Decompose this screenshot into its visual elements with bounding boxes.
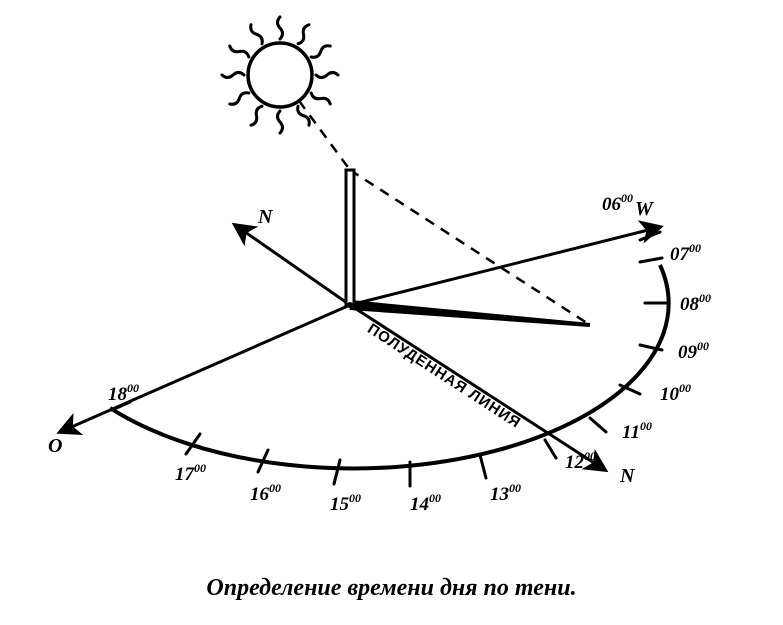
hour-label: 0700 — [670, 241, 701, 265]
axis-O — [60, 305, 350, 432]
sun-ray — [298, 25, 309, 44]
sun-ray — [251, 106, 262, 125]
axis-label-W: W — [635, 198, 654, 220]
hour-label: 0800 — [680, 291, 711, 315]
sun-ray — [311, 93, 330, 104]
hour-tick — [334, 460, 340, 484]
sun-ray — [311, 46, 330, 58]
hour-label: 1000 — [660, 381, 691, 405]
sun-ray — [222, 73, 244, 78]
gnomon-base — [347, 302, 353, 308]
hour-label: 0900 — [678, 339, 709, 363]
hour-label: 0600 — [602, 191, 633, 215]
sun-ray-to-gnomon — [299, 101, 350, 170]
axis-label-N: N — [257, 206, 274, 228]
hour-label: 1700 — [175, 461, 206, 485]
axis-label-O: O — [48, 435, 62, 457]
hour-label: 1100 — [622, 419, 652, 443]
sun-ray — [230, 46, 249, 57]
hour-tick — [590, 418, 606, 432]
sun-ray-to-shadow — [350, 170, 590, 325]
sun-disc — [248, 43, 312, 107]
hour-tick — [545, 440, 556, 458]
hour-tick — [640, 232, 660, 240]
hour-label: 1600 — [250, 481, 281, 505]
axis-W — [350, 227, 660, 305]
noon-line-label: ПОЛУДЕННАЯ ЛИНИЯ — [364, 320, 524, 432]
axis-N — [235, 225, 350, 305]
sundial-diagram: 0600070008000900100011001200130014001500… — [0, 0, 783, 625]
gnomon — [346, 170, 354, 305]
sun-ray — [298, 106, 310, 125]
caption: Определение времени дня по тени. — [0, 575, 783, 602]
axis-label-N: N — [619, 465, 636, 487]
sun-ray — [316, 73, 338, 78]
hour-label: 1300 — [490, 481, 521, 505]
hour-tick — [640, 258, 662, 262]
axis-N — [350, 305, 605, 470]
sun-ray — [251, 25, 263, 44]
hour-tick — [480, 455, 486, 478]
shadow — [350, 300, 591, 327]
sun-ray — [278, 17, 283, 39]
sun-ray — [230, 93, 249, 105]
hour-label: 1800 — [108, 381, 139, 405]
sun-ray — [278, 111, 283, 133]
hour-label: 1500 — [330, 491, 361, 515]
hour-label: 1400 — [410, 491, 441, 515]
